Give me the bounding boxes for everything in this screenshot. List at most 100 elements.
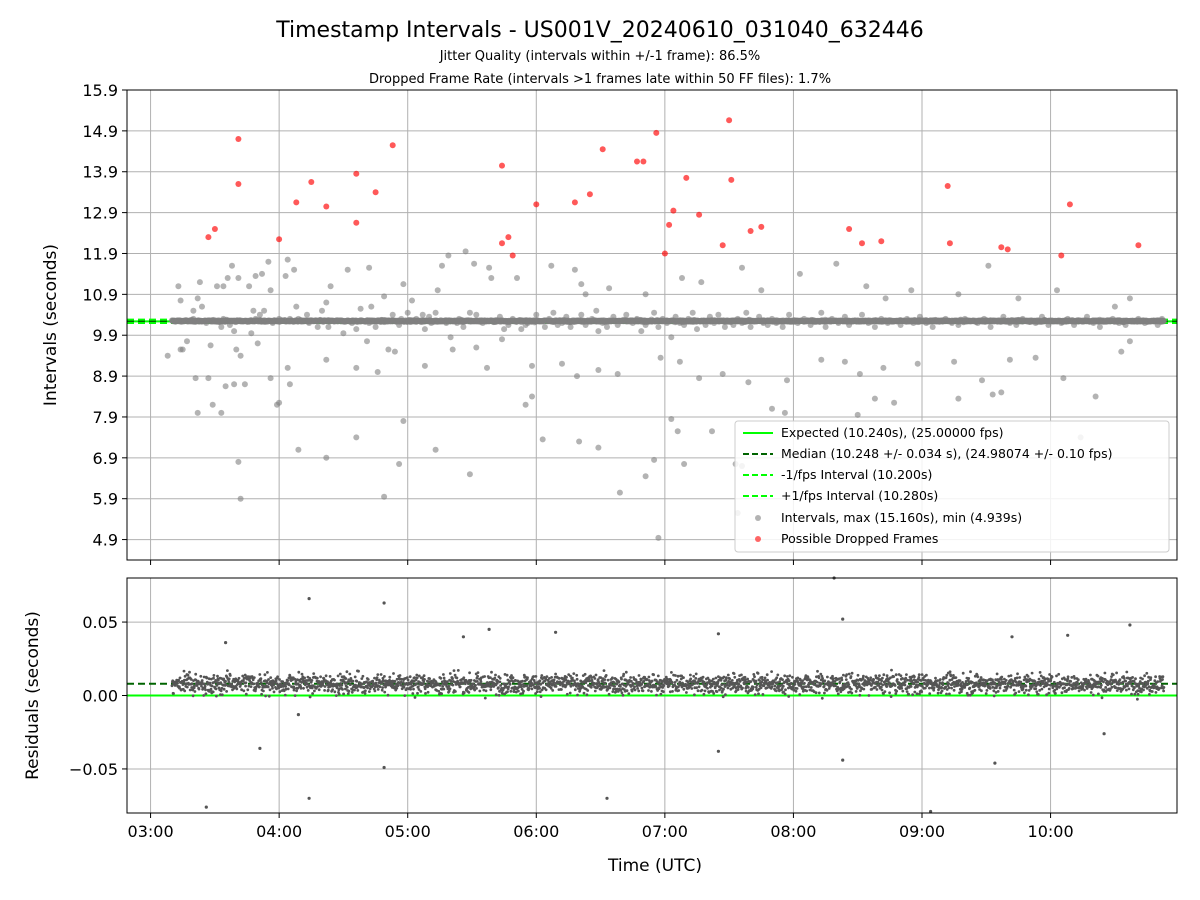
interval-point — [229, 262, 235, 269]
residual-point — [451, 677, 454, 681]
intervals-points — [164, 248, 1167, 541]
interval-point — [743, 309, 750, 316]
residual-point — [608, 686, 612, 690]
residual-point — [442, 687, 446, 691]
residual-point — [178, 676, 182, 680]
residual-point — [637, 689, 641, 693]
residual-point — [383, 675, 386, 678]
residual-point — [328, 675, 332, 678]
residual-point — [220, 693, 224, 697]
residual-point — [685, 691, 688, 694]
interval-point — [190, 307, 197, 314]
interval-point — [961, 315, 968, 322]
residual-point — [451, 683, 455, 687]
residual-point — [804, 685, 808, 689]
residual-point — [475, 680, 479, 683]
residual-point — [351, 679, 355, 683]
interval-point — [694, 326, 700, 333]
interval-point — [334, 317, 340, 324]
interval-point — [254, 340, 261, 347]
residual-point — [725, 676, 728, 680]
residual-point — [402, 685, 406, 689]
residual-point — [442, 673, 445, 676]
residual-point — [195, 684, 199, 687]
interval-point — [681, 461, 688, 467]
interval-point — [432, 446, 439, 453]
interval-point — [719, 371, 726, 377]
interval-point — [985, 262, 992, 269]
interval-point — [323, 454, 330, 461]
interval-point — [419, 311, 426, 318]
interval-point — [252, 273, 259, 279]
residual-point — [552, 681, 556, 684]
residual-point — [552, 678, 556, 682]
residual-point — [262, 689, 265, 693]
residual-point — [593, 677, 597, 680]
residual-point — [494, 673, 497, 677]
residual-point — [188, 670, 191, 674]
residual-point — [278, 678, 281, 681]
dropped-frame-point — [683, 174, 690, 181]
interval-point — [904, 315, 910, 322]
residual-point — [219, 689, 223, 693]
residual-point — [754, 679, 758, 683]
interval-point — [1159, 315, 1165, 322]
residual-point — [476, 674, 479, 678]
interval-point — [711, 320, 718, 326]
residual-point — [456, 669, 460, 672]
interval-point — [818, 356, 825, 363]
residual-point — [467, 691, 471, 694]
residual-point — [722, 687, 725, 691]
residual-point — [682, 676, 685, 679]
residual-point — [622, 672, 626, 676]
residual-point — [252, 682, 256, 686]
interval-point — [865, 320, 872, 326]
residual-point — [452, 669, 456, 672]
residual-point — [340, 683, 344, 687]
residual-point — [702, 692, 706, 696]
interval-point — [1026, 317, 1033, 324]
residual-point — [317, 688, 321, 692]
residual-point — [690, 687, 694, 690]
interval-point — [357, 305, 364, 312]
residual-point — [366, 678, 370, 681]
residual-point — [593, 689, 597, 693]
residual-point — [416, 691, 419, 695]
residual-point — [506, 690, 509, 694]
interval-point — [1084, 313, 1090, 320]
residual-point — [302, 686, 305, 690]
residual-point — [264, 694, 267, 698]
interval-point — [811, 317, 818, 324]
residual-point — [821, 677, 824, 680]
residual-point — [297, 670, 301, 674]
interval-point — [1013, 322, 1020, 328]
interval-point — [1064, 315, 1071, 322]
residual-point — [637, 674, 641, 677]
residual-point — [693, 693, 696, 697]
interval-point — [214, 283, 220, 290]
interval-point — [955, 395, 962, 402]
interval-point — [400, 418, 407, 424]
residual-point — [770, 685, 774, 689]
interval-point — [1135, 315, 1142, 322]
residual-point — [527, 687, 531, 690]
interval-point — [389, 311, 396, 318]
interval-point — [606, 285, 613, 292]
interval-point — [595, 367, 602, 373]
interval-point — [372, 324, 379, 330]
interval-point — [445, 252, 452, 259]
dropped-frame-point — [758, 223, 765, 230]
interval-point — [897, 322, 904, 328]
residual-point — [589, 685, 593, 689]
interval-point — [486, 264, 493, 271]
residual-point — [497, 693, 501, 697]
interval-point — [522, 401, 529, 408]
residual-point — [227, 677, 231, 681]
interval-point — [582, 322, 589, 328]
residual-point — [455, 676, 459, 680]
interval-point — [319, 307, 325, 314]
residual-point — [462, 691, 466, 695]
interval-point — [1032, 354, 1039, 361]
residual-point — [575, 673, 579, 677]
residual-point — [490, 670, 493, 674]
